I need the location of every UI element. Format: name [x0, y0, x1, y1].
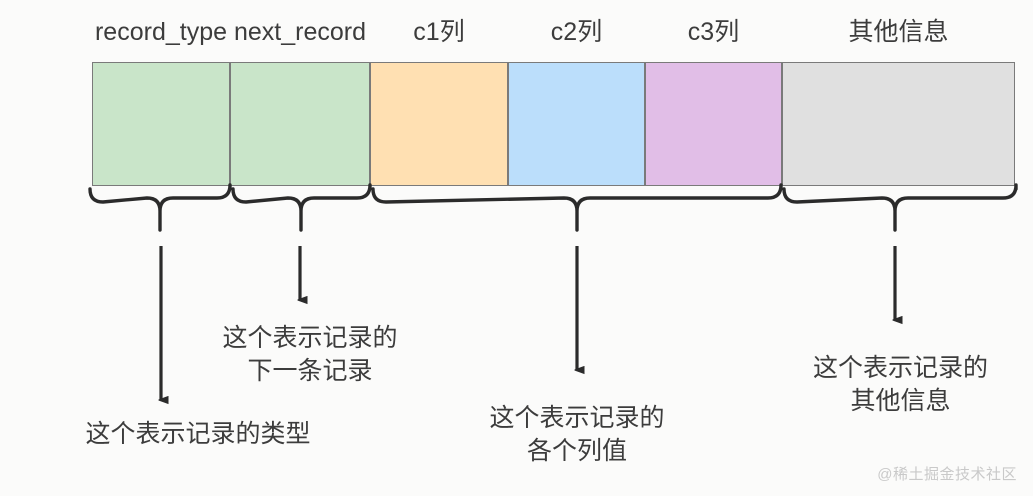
brace-next-record — [231, 183, 372, 232]
column-header-5: c3列 — [687, 18, 740, 46]
column-header-1: record_type — [94, 18, 228, 46]
annotation-record-type: 这个表示记录的类型 — [85, 420, 311, 448]
brace-record-type — [88, 183, 232, 232]
other-info-cell — [782, 62, 1015, 186]
column-header-6: 其他信息 — [848, 18, 949, 46]
brace-other-info — [782, 183, 1018, 232]
c2-value-cell — [508, 62, 645, 186]
c3-value-cell — [645, 62, 782, 186]
column-header-3: c1列 — [413, 18, 465, 46]
column-header-4: c2列 — [550, 18, 603, 46]
c1-value-cell — [370, 62, 508, 186]
annotation-other-info: 这个表示记录的 其他信息 — [812, 354, 988, 415]
record-type-cell — [92, 62, 230, 186]
annotation-column-values: 这个表示记录的 各个列值 — [489, 404, 665, 465]
watermark: @稀土掘金技术社区 — [877, 466, 1017, 483]
column-header-2: next_record — [233, 18, 367, 46]
annotation-next-record: 这个表示记录的 下一条记录 — [222, 324, 398, 385]
next-record-cell — [230, 62, 370, 186]
brace-column-values — [371, 183, 783, 232]
